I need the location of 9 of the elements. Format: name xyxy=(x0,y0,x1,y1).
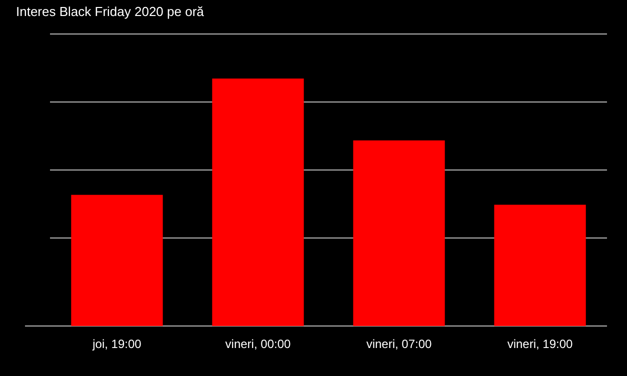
bar xyxy=(71,194,163,326)
x-tick-label: joi, 19:00 xyxy=(92,337,142,351)
bar xyxy=(212,78,304,326)
bar xyxy=(353,140,445,326)
x-tick-label: vineri, 00:00 xyxy=(225,337,292,351)
chart-title: Interes Black Friday 2020 pe oră xyxy=(16,4,205,19)
x-tick-label: vineri, 07:00 xyxy=(366,337,432,351)
bar xyxy=(494,204,586,326)
x-tick-label: vineri, 19:00 xyxy=(507,337,574,351)
